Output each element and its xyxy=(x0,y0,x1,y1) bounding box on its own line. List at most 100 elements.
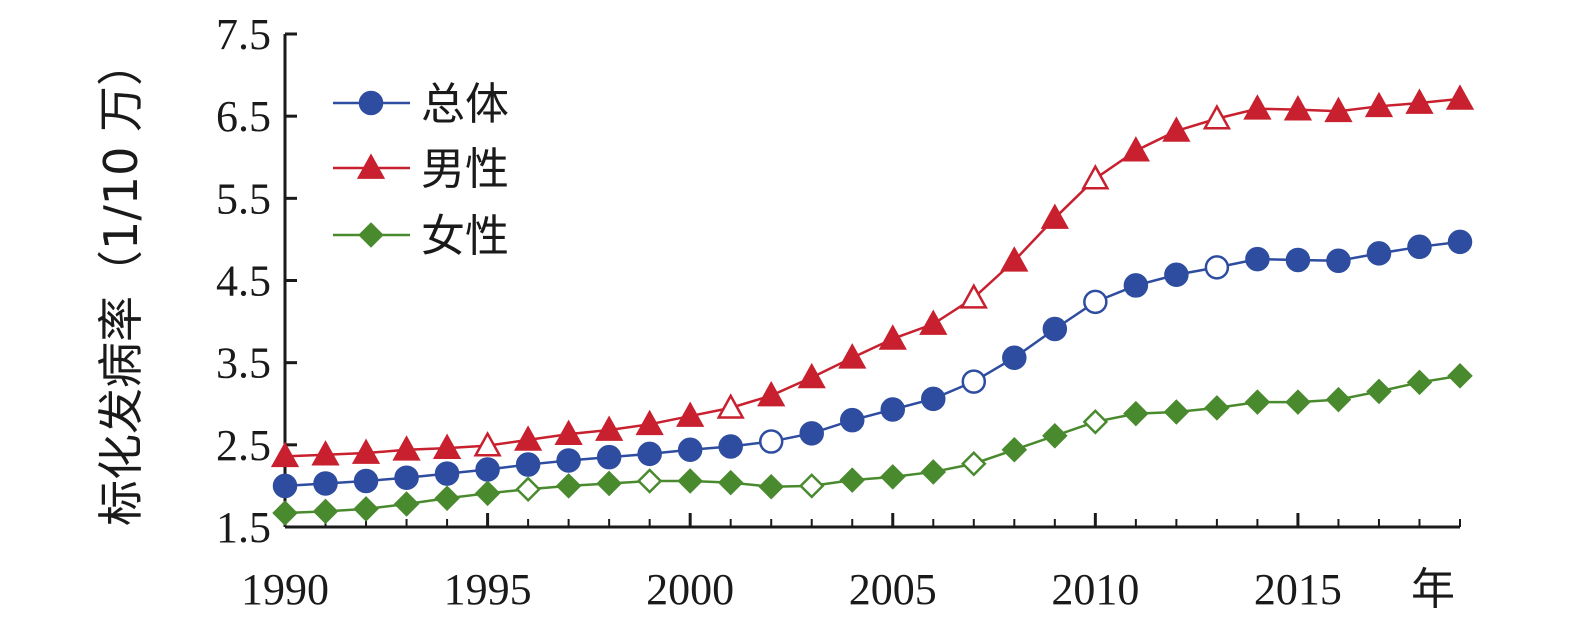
data-point xyxy=(1081,164,1110,190)
data-point xyxy=(676,401,705,427)
data-point xyxy=(1042,316,1068,342)
data-point xyxy=(272,500,298,526)
data-point xyxy=(1083,289,1108,315)
data-point xyxy=(1042,423,1068,449)
data-point xyxy=(1324,96,1353,123)
data-point xyxy=(1243,94,1272,120)
data-point xyxy=(677,437,703,463)
data-point xyxy=(718,434,743,459)
data-point xyxy=(879,464,906,490)
data-point xyxy=(717,469,744,496)
legend-marker xyxy=(358,222,384,248)
data-point xyxy=(1447,363,1473,389)
y-tick-label: 2.5 xyxy=(216,421,271,470)
x-tick-label: 2010 xyxy=(1051,565,1139,614)
data-point xyxy=(1163,399,1190,425)
data-point xyxy=(351,438,381,464)
data-point xyxy=(1285,247,1311,273)
data-point xyxy=(515,476,541,502)
data-point xyxy=(1001,436,1028,463)
x-tick-label: 1995 xyxy=(444,565,532,614)
data-point xyxy=(839,407,865,433)
data-point xyxy=(1325,386,1352,413)
data-point xyxy=(272,473,298,499)
data-point xyxy=(394,465,419,490)
data-point xyxy=(353,468,379,494)
data-point xyxy=(1366,378,1392,405)
data-point xyxy=(312,498,339,525)
data-point xyxy=(798,473,825,499)
x-tick-label: 2015 xyxy=(1254,565,1342,614)
y-tick-label: 7.5 xyxy=(216,10,271,59)
data-point xyxy=(959,283,988,309)
y-tick-label: 1.5 xyxy=(216,503,271,552)
data-point xyxy=(838,343,867,369)
legend-label: 女性 xyxy=(421,211,509,262)
y-tick-label: 4.5 xyxy=(216,257,271,306)
series-layer xyxy=(270,84,1475,526)
data-point xyxy=(880,397,906,422)
legend-label: 男性 xyxy=(421,144,509,195)
x-tick-label: 2000 xyxy=(646,565,734,614)
x-tick-label: 2005 xyxy=(849,565,937,614)
legend-item: 女性 xyxy=(333,211,509,262)
data-point xyxy=(1204,395,1230,421)
data-point xyxy=(1245,246,1270,272)
data-point xyxy=(839,467,866,493)
data-point xyxy=(1326,248,1351,274)
data-point xyxy=(797,362,826,389)
data-point xyxy=(1162,116,1191,142)
data-point xyxy=(1445,84,1475,110)
legend-item: 总体 xyxy=(333,79,509,130)
data-point xyxy=(758,473,784,500)
data-point xyxy=(919,309,948,335)
data-point xyxy=(515,452,541,477)
data-point xyxy=(1407,234,1432,260)
series-line xyxy=(284,240,1461,488)
data-point xyxy=(1082,409,1109,435)
data-point xyxy=(474,480,501,507)
data-point xyxy=(921,386,946,412)
data-point xyxy=(1002,345,1027,370)
series-2 xyxy=(272,363,1473,526)
legend-marker xyxy=(356,153,386,179)
data-point xyxy=(636,468,663,494)
data-point xyxy=(311,440,340,466)
data-point xyxy=(513,425,543,451)
y-tick-label: 6.5 xyxy=(216,92,271,141)
data-point xyxy=(393,491,420,517)
data-point xyxy=(1364,91,1394,118)
data-point xyxy=(270,441,300,468)
data-point xyxy=(473,431,502,457)
data-point xyxy=(961,450,987,477)
data-point xyxy=(961,369,987,394)
data-point xyxy=(635,409,664,436)
data-point xyxy=(758,429,784,454)
legend-item: 男性 xyxy=(333,144,509,195)
data-point xyxy=(1406,369,1433,396)
data-point xyxy=(1123,400,1149,427)
data-point xyxy=(1121,136,1150,162)
y-tick-label: 5.5 xyxy=(216,174,271,223)
axes: 1.5 2.5 3.5 4.5 5.5 6.5 7.5 1990 1995 2000 2005 201… xyxy=(216,10,1461,614)
data-point xyxy=(1366,241,1392,266)
y-axis-title: 标化发病率（1/10 万） xyxy=(94,40,148,526)
data-point xyxy=(1447,229,1473,255)
data-point xyxy=(799,421,824,446)
data-point xyxy=(434,461,460,486)
x-tick-label: 1990 xyxy=(241,565,329,614)
data-point xyxy=(1164,262,1189,287)
data-point xyxy=(1244,389,1271,415)
legend-label: 总体 xyxy=(421,79,509,130)
data-point xyxy=(1285,389,1311,415)
data-point xyxy=(757,380,786,407)
data-point xyxy=(1040,203,1069,229)
data-point xyxy=(1123,273,1149,298)
data-point xyxy=(1283,95,1313,121)
data-point xyxy=(637,441,662,467)
data-point xyxy=(716,393,745,419)
data-point xyxy=(1202,104,1232,130)
y-tick-label: 3.5 xyxy=(216,339,271,388)
